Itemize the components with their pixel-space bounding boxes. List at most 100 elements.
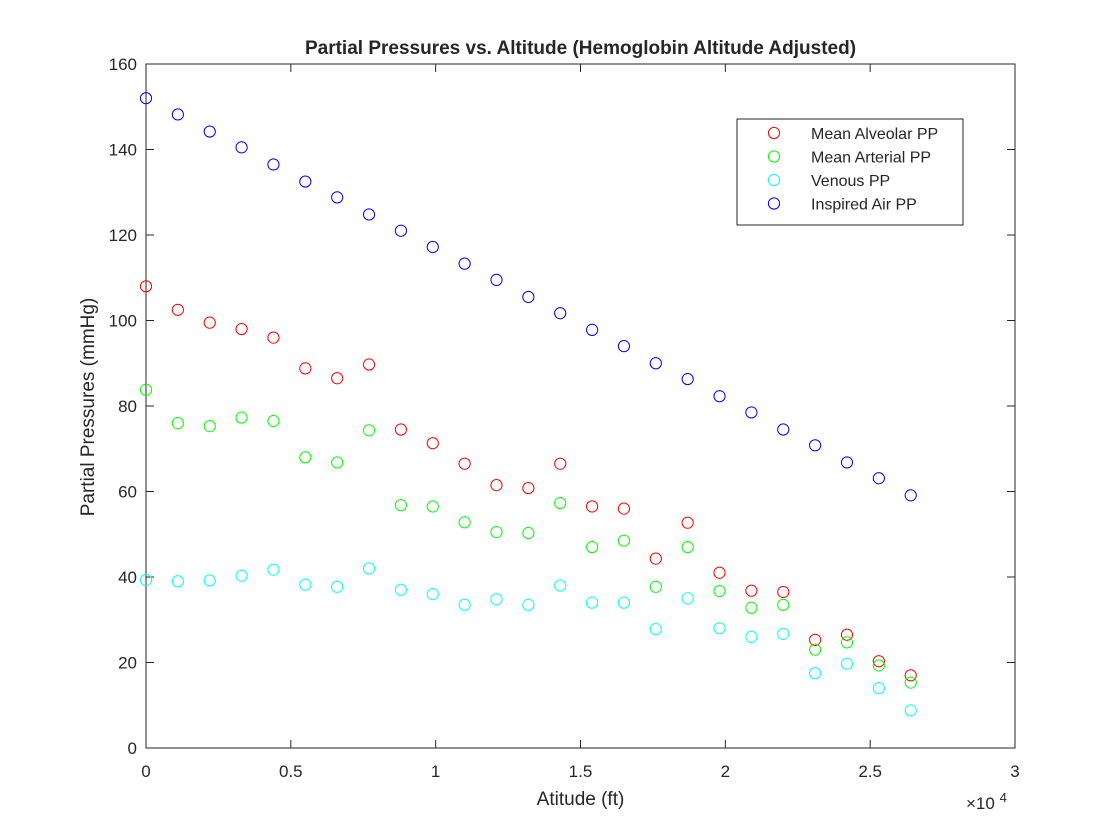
data-point (458, 457, 471, 470)
data-point (394, 583, 408, 596)
series-group (139, 92, 917, 502)
y-tick-label: 100 (109, 312, 137, 331)
data-point (490, 526, 503, 539)
data-point (522, 290, 535, 304)
legend-marker (767, 197, 781, 210)
y-tick-label: 0 (128, 739, 137, 758)
data-point (299, 362, 312, 375)
data-point (139, 573, 153, 587)
data-point (872, 659, 885, 672)
data-point (331, 456, 344, 469)
data-point (809, 667, 822, 680)
data-point (331, 580, 344, 593)
data-point (585, 540, 599, 554)
data-point (490, 593, 503, 606)
x-axis-exponent-power: 4 (1000, 790, 1007, 805)
data-point (681, 592, 694, 605)
y-axis-label: Partial Pressures (mmHg) (78, 298, 99, 517)
data-point (840, 636, 854, 649)
y-tick-label: 80 (118, 397, 137, 416)
data-point (681, 540, 694, 554)
data-point (458, 598, 471, 611)
data-point (362, 358, 376, 371)
data-point (713, 390, 726, 403)
y-tick-label: 20 (118, 654, 137, 673)
data-point (585, 596, 599, 609)
data-point (713, 566, 726, 579)
series-group (139, 383, 917, 689)
data-point (777, 598, 790, 611)
data-point (809, 439, 822, 452)
data-point (235, 322, 248, 336)
marks-layer (139, 92, 917, 717)
data-point (840, 628, 854, 641)
data-point (267, 563, 280, 576)
data-point (171, 303, 184, 316)
x-tick-label: 1 (431, 762, 440, 781)
data-point (617, 340, 631, 353)
data-point (394, 224, 408, 237)
data-point (139, 280, 153, 293)
y-tick-label: 40 (118, 568, 137, 587)
data-point (426, 500, 439, 513)
legend-box (736, 118, 964, 226)
data-point (299, 578, 312, 591)
data-point (203, 125, 216, 138)
data-point (235, 411, 248, 424)
data-point (554, 579, 567, 592)
data-point (872, 472, 885, 485)
legend-label: Mean Arterial PP (811, 150, 931, 167)
data-point (490, 273, 503, 286)
data-point (299, 451, 312, 464)
data-point (139, 383, 153, 396)
data-point (203, 574, 216, 587)
data-point (713, 585, 726, 598)
x-tick-label: 0 (141, 762, 150, 781)
data-point (203, 316, 216, 329)
data-point (681, 372, 694, 386)
y-tick-label: 120 (109, 226, 137, 245)
data-point (171, 417, 184, 430)
data-point (267, 158, 280, 171)
data-point (522, 598, 535, 611)
data-point (394, 499, 408, 512)
data-point (458, 257, 471, 270)
x-tick-label: 1.5 (569, 762, 593, 781)
data-point (203, 419, 216, 433)
data-point (904, 676, 917, 689)
data-point (554, 457, 567, 470)
data-point (235, 569, 248, 582)
data-point (585, 500, 599, 513)
data-point (362, 208, 376, 221)
data-point (458, 516, 471, 529)
y-tick-label: 160 (109, 55, 137, 74)
x-tick-label: 2 (721, 762, 730, 781)
y-tick-label: 140 (109, 141, 137, 160)
data-point (331, 191, 344, 204)
data-point (426, 588, 439, 601)
data-point (617, 502, 631, 515)
data-point (777, 585, 790, 599)
data-point (745, 630, 758, 643)
x-axis-exponent-base: ×10 (966, 794, 995, 813)
data-point (267, 414, 280, 428)
data-point (426, 240, 439, 254)
x-tick-label: 0.5 (279, 762, 303, 781)
x-axis-exponent: ×10 4 (966, 790, 1007, 813)
chart-title: Partial Pressures vs. Altitude (Hemoglob… (305, 38, 856, 59)
data-point (681, 516, 694, 529)
data-point (745, 601, 758, 614)
data-point (649, 552, 662, 565)
data-point (617, 596, 631, 609)
data-point (235, 141, 248, 154)
x-tick-label: 3 (1010, 762, 1019, 781)
data-point (713, 622, 726, 635)
legend-label: Inspired Air PP (811, 197, 917, 214)
data-point (139, 92, 153, 105)
legend-label: Mean Alveolar PP (811, 126, 938, 143)
y-tick-label: 60 (118, 483, 137, 502)
data-point (522, 526, 535, 540)
legend-marker (767, 173, 781, 187)
data-point (171, 108, 184, 121)
